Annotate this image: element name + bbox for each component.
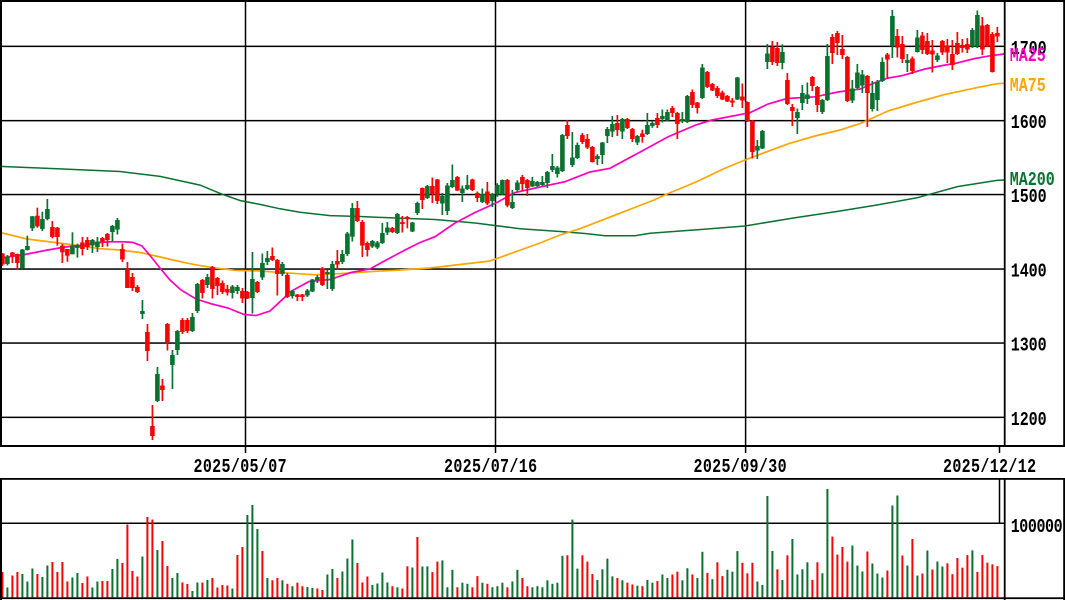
- svg-text:MA75: MA75: [1010, 76, 1046, 97]
- svg-text:MA25: MA25: [1010, 46, 1046, 67]
- svg-text:MA200: MA200: [1010, 170, 1055, 191]
- svg-text:1700: 1700: [1011, 39, 1047, 60]
- svg-text:2025/05/07: 2025/05/07: [194, 457, 287, 478]
- svg-text:1200: 1200: [1011, 410, 1047, 431]
- svg-text:1300: 1300: [1011, 336, 1047, 357]
- svg-text:1400: 1400: [1011, 262, 1047, 283]
- svg-text:100000: 100000: [1011, 518, 1063, 539]
- svg-text:1600: 1600: [1011, 113, 1047, 134]
- svg-text:2025/09/30: 2025/09/30: [694, 457, 787, 478]
- svg-text:2025/07/16: 2025/07/16: [444, 457, 537, 478]
- svg-text:2025/12/12: 2025/12/12: [943, 457, 1036, 478]
- svg-text:1500: 1500: [1011, 187, 1047, 208]
